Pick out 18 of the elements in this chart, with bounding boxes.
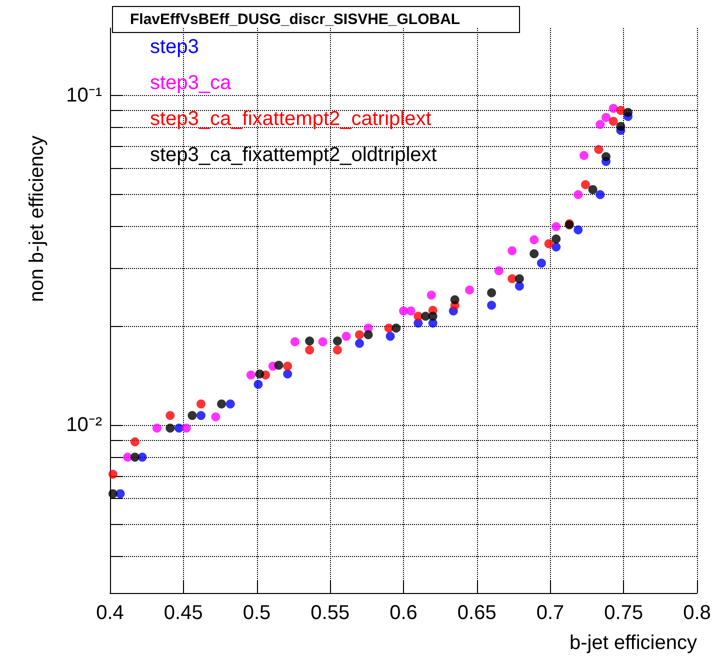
x-tick-label: 0.5: [242, 602, 271, 624]
y-tick-label: 10⁻¹: [66, 84, 102, 106]
text: step3_ca_fixattempt2_oldtriplext: [150, 144, 438, 166]
x-tick-label: 0.4: [96, 602, 124, 624]
x-tick-label: 0.6: [390, 602, 418, 624]
text: step3: [150, 36, 199, 58]
x-tick-label: 0.75: [604, 602, 644, 624]
x-tick-label: 0.45: [164, 602, 203, 624]
x-tick-label: 0.7: [536, 602, 564, 624]
text: step3_ca: [150, 72, 232, 94]
text: step3_ca_fixattempt2_catriplext: [150, 108, 432, 130]
x-tick-label: 0.65: [457, 602, 496, 624]
x-axis-title: b-jet efficiency: [570, 632, 697, 654]
x-tick-label: 0.55: [310, 602, 350, 624]
y-tick-label: 10⁻²: [66, 414, 102, 436]
chart-title: FlavEffVsBEff_DUSG_discr_SISVHE_GLOBAL: [130, 11, 460, 28]
y-axis-title: non b-jet efficiency: [26, 136, 48, 302]
x-tick-label: 0.8: [683, 602, 711, 624]
